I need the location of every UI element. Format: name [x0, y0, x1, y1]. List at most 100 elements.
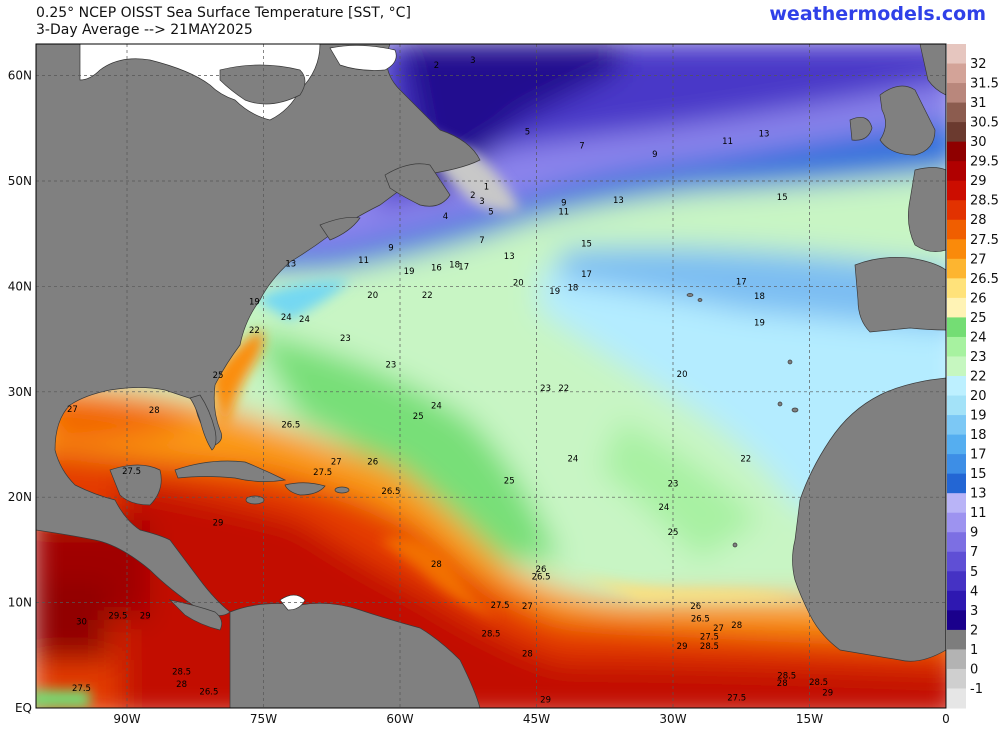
sst-label: 2 — [434, 61, 439, 71]
colorbar-swatch — [947, 571, 966, 592]
lon-tick-label: 45W — [523, 712, 550, 726]
brand-link[interactable]: weathermodels.com — [769, 3, 986, 25]
sst-label: 20 — [367, 291, 378, 301]
colorbar-swatch — [947, 376, 966, 397]
colorbar-swatch — [947, 610, 966, 631]
sst-label: 22 — [558, 384, 569, 394]
colorbar-level-label: 29.5 — [970, 155, 999, 170]
colorbar-level-label: 27.5 — [970, 233, 999, 248]
axis-ticks: 90W 75W 60W 45W 30W 15W 0 EQ 10N 20N 30N 40N 50N 60N — [8, 69, 950, 726]
colorbar-level-label: 5 — [970, 565, 978, 580]
land — [36, 44, 946, 708]
sst-label: 22 — [422, 291, 433, 301]
sst-label: 26.5 — [281, 421, 300, 431]
lon-tick-label: 0 — [942, 712, 950, 726]
sst-label: 28 — [777, 679, 788, 689]
sst-label: 9 — [652, 150, 657, 160]
sst-label: 25 — [213, 371, 224, 381]
colorbar-level-label: 15 — [970, 467, 987, 482]
colorbar-level-label: 0 — [970, 662, 978, 677]
colorbar-level-label: 17 — [970, 448, 987, 463]
sst-label: 27.5 — [72, 684, 91, 694]
sst-label: 19 — [249, 297, 260, 307]
sst-label: 28 — [431, 560, 442, 570]
sst-label: 29 — [140, 611, 151, 621]
sst-label: 27.5 — [727, 694, 746, 704]
sst-label: 28 — [731, 621, 742, 631]
sst-label: 22 — [740, 454, 751, 464]
sst-label: 28 — [522, 649, 533, 659]
sst-label: 9 — [561, 198, 566, 208]
colorbar-level-label: 32 — [970, 57, 987, 72]
sst-label: 28.5 — [700, 642, 719, 652]
sst-label: 7 — [479, 236, 484, 246]
sst-label: 27.5 — [122, 467, 141, 477]
colorbar-level-label: 31.5 — [970, 77, 999, 92]
colorbar-level-label: 13 — [970, 487, 987, 502]
colorbar-swatch — [947, 532, 966, 553]
colorbar-level-label: 4 — [970, 584, 978, 599]
colorbar-swatch — [947, 258, 966, 279]
sst-label: 26 — [690, 602, 701, 612]
sst-label: 27 — [67, 405, 78, 415]
colorbar-level-label: 24 — [970, 330, 987, 345]
sst-label: 19 — [754, 318, 765, 328]
lat-tick-label: 40N — [8, 279, 32, 293]
map-subtitle: 3-Day Average --> 21MAY2025 — [36, 22, 253, 38]
colorbar-swatch — [947, 317, 966, 338]
sst-label: 28.5 — [777, 671, 796, 681]
sst-label: 18 — [449, 260, 460, 270]
sst-label: 4 — [443, 212, 448, 222]
colorbar-level-label: 2 — [970, 623, 978, 638]
sst-label: 19 — [404, 267, 415, 277]
colorbar-level-label: 20 — [970, 389, 987, 404]
colorbar-level-label: -1 — [970, 682, 983, 697]
sst-label: 26.5 — [381, 487, 400, 497]
colorbar-swatch — [947, 454, 966, 475]
sst-label: 11 — [722, 137, 733, 147]
colorbar-swatch — [947, 239, 966, 260]
colorbar-swatch — [947, 551, 966, 572]
colorbar-level-label: 18 — [970, 428, 987, 443]
sst-label: 27.5 — [313, 468, 332, 478]
sst-label: 13 — [285, 259, 296, 269]
lon-tick-label: 15W — [796, 712, 823, 726]
colorbar-swatch — [947, 278, 966, 299]
plot-frame — [35, 43, 947, 709]
colorbar-level-label: 28.5 — [970, 194, 999, 209]
colorbar-level-label: 26.5 — [970, 272, 999, 287]
sst-label: 27 — [713, 624, 724, 634]
colorbar-swatch — [947, 336, 966, 357]
colorbar-level-label: 7 — [970, 545, 978, 560]
sst-label: 15 — [581, 239, 592, 249]
colorbar-level-label: 27 — [970, 252, 987, 267]
sst-label: 24 — [431, 402, 442, 412]
colorbar-swatch — [947, 493, 966, 514]
sst-label: 5 — [525, 128, 530, 138]
lat-tick-label: 30N — [8, 385, 32, 399]
colorbar-level-label: 3 — [970, 604, 978, 619]
colorbar-swatch — [947, 83, 966, 104]
colorbar-swatch — [947, 356, 966, 377]
sst-label: 1 — [484, 182, 489, 192]
colorbar-level-label: 25 — [970, 311, 987, 326]
colorbar-swatch — [947, 297, 966, 318]
lon-tick-label: 90W — [113, 712, 140, 726]
lat-tick-label: 50N — [8, 174, 32, 188]
sst-label: 23 — [385, 361, 396, 371]
colorbar-swatch — [947, 44, 966, 65]
sst-label: 17 — [581, 270, 592, 280]
sst-label: 9 — [388, 244, 393, 254]
lon-tick-label: 60W — [386, 712, 413, 726]
sst-label: 27.5 — [700, 632, 719, 642]
colorbar-level-label: 26 — [970, 291, 987, 306]
sst-label: 24 — [658, 503, 669, 513]
sst-label: 26 — [536, 565, 547, 575]
sst-label: 28.5 — [172, 667, 191, 677]
colorbar-swatch — [947, 395, 966, 416]
colorbar-level-label: 30.5 — [970, 116, 999, 131]
colorbar-level-label: 31 — [970, 96, 987, 111]
lon-tick-label: 30W — [659, 712, 686, 726]
